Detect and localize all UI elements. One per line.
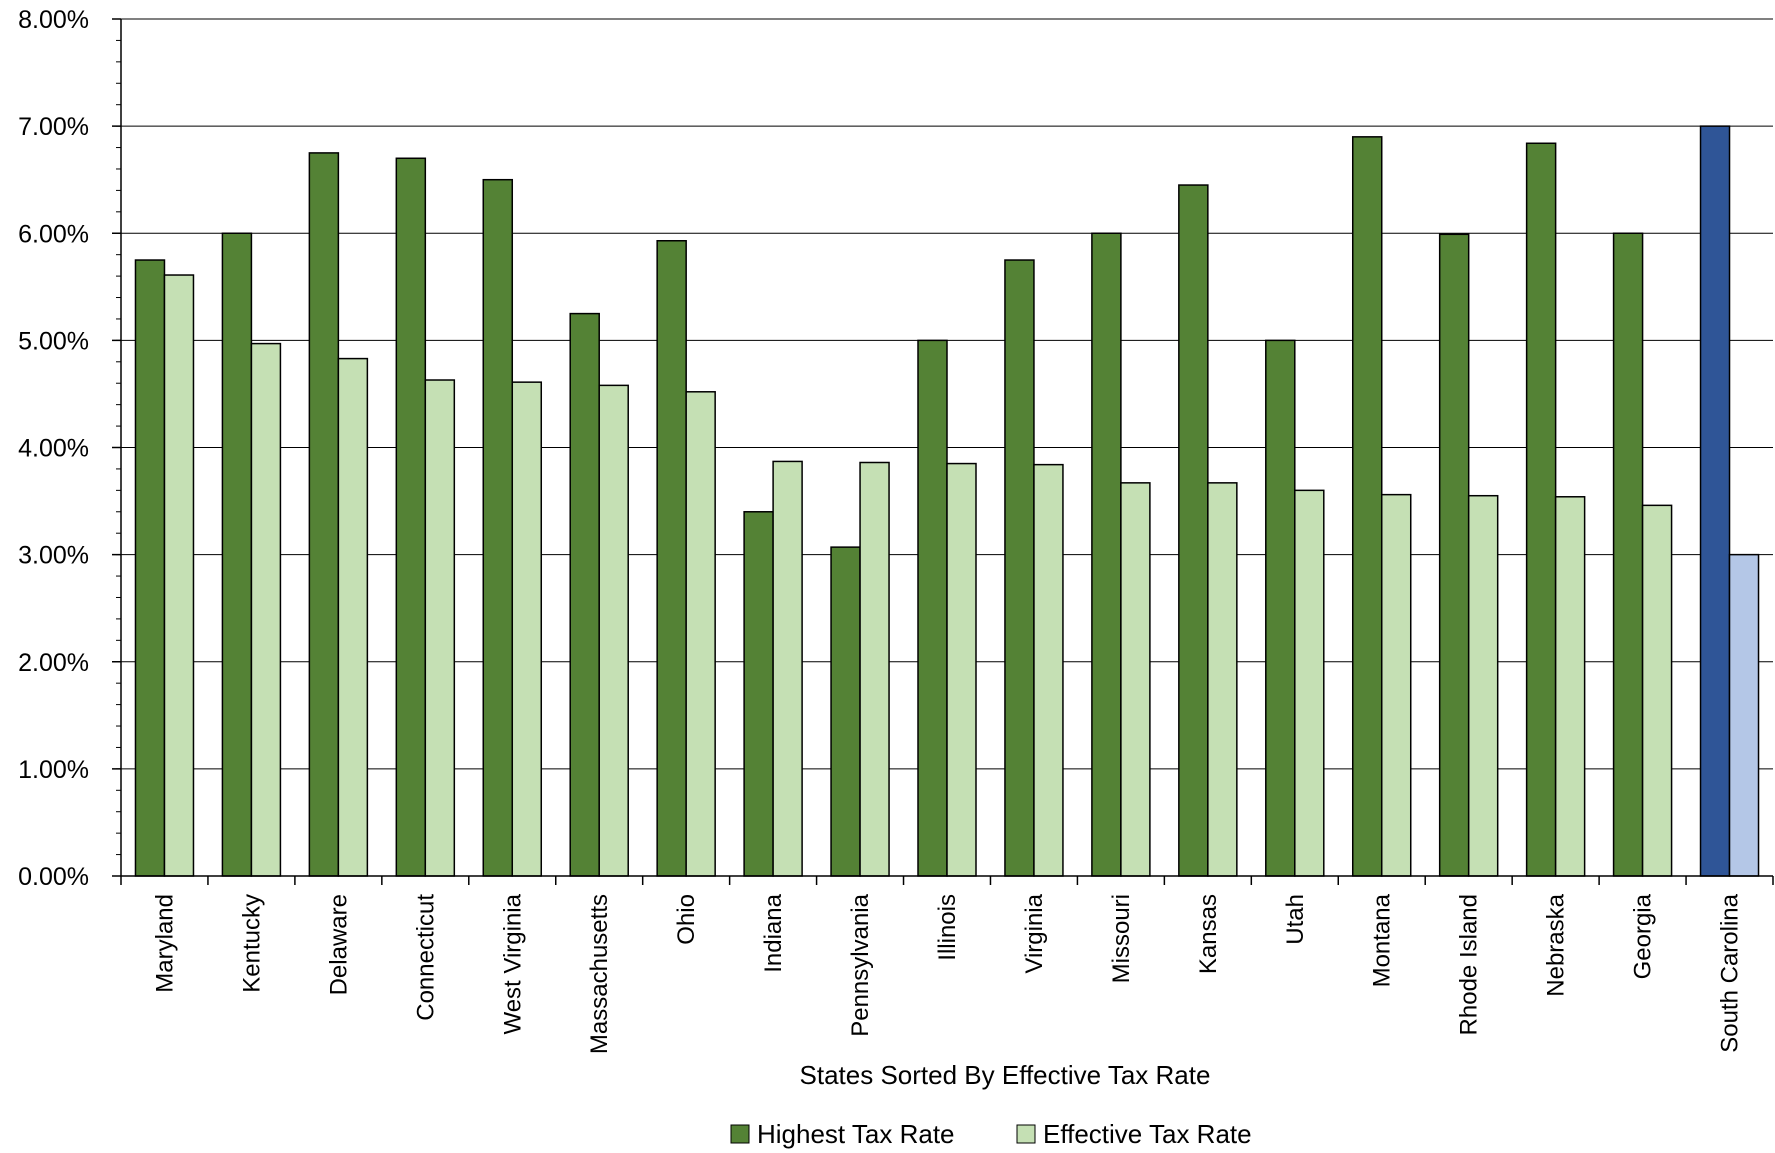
y-tick-label: 5.00% (18, 327, 89, 355)
bar-effective (772, 460, 803, 877)
category-label: Utah (1282, 894, 1309, 945)
bar-highest (569, 312, 600, 877)
bar-effective (424, 379, 456, 877)
y-tick-label: 7.00% (18, 113, 89, 141)
bar-highest (395, 157, 427, 877)
bar-effective (163, 274, 195, 877)
category-label: Kansas (1195, 894, 1222, 974)
legend-swatch-effective (1016, 1124, 1036, 1144)
category-labels: Maryland Kentucky Delaware Connecticut West … (151, 893, 1743, 1054)
bar-highest (1351, 136, 1383, 877)
bar-highest (1612, 232, 1644, 877)
category-label: Massachusetts (586, 894, 613, 1054)
bar-effective (946, 462, 977, 877)
y-tick-label: 4.00% (18, 435, 89, 463)
axes (112, 18, 1774, 885)
category-label: Pennsylvania (847, 893, 874, 1036)
legend-label-highest: Highest Tax Rate (757, 1119, 955, 1149)
bar-highest (134, 259, 166, 877)
bar-effective (1207, 482, 1238, 877)
bar-effective (685, 391, 716, 877)
y-tick-labels: 0.00% 1.00% 2.00% 3.00% 4.00% 5.00% 6.00% 7.00%… (18, 6, 89, 891)
x-axis-title: States Sorted By Effective Tax Rate (800, 1060, 1211, 1090)
bars (134, 125, 1760, 877)
legend-swatch-highest (730, 1124, 750, 1144)
bar-highest (482, 178, 514, 877)
bar-highest (1178, 184, 1209, 877)
bar-effective (511, 381, 543, 877)
category-label: Ohio (673, 894, 700, 945)
bar-highest (743, 511, 774, 877)
category-label: Indiana (760, 893, 787, 972)
bar-effective (1380, 493, 1412, 877)
bar-highest (1525, 142, 1557, 877)
bar-highest (917, 339, 948, 877)
category-label: West Virginia (499, 893, 526, 1034)
category-label: Montana (1369, 893, 1396, 987)
bar-effective (1294, 489, 1325, 877)
category-label: Georgia (1630, 893, 1657, 979)
y-tick-label: 6.00% (18, 220, 89, 248)
bar-highest (1004, 259, 1035, 877)
bar-highest (308, 152, 340, 877)
legend-label-effective: Effective Tax Rate (1043, 1119, 1252, 1149)
category-label: Connecticut (412, 894, 439, 1021)
bar-highest (1699, 125, 1731, 877)
bar-effective (1033, 463, 1064, 877)
y-tick-label: 0.00% (18, 863, 89, 891)
bar-effective (1467, 494, 1499, 877)
y-tick-label: 3.00% (18, 542, 89, 570)
category-label: Virginia (1021, 893, 1048, 973)
category-label: South Carolina (1717, 893, 1744, 1052)
y-tick-label: 2.00% (18, 649, 89, 677)
legend: Highest Tax Rate Effective Tax Rate (730, 1119, 1252, 1149)
category-label: Nebraska (1543, 893, 1570, 996)
category-label: Illinois (934, 894, 961, 961)
bar-effective (1728, 553, 1760, 877)
category-label: Kentucky (238, 894, 265, 993)
bar-highest (1091, 232, 1122, 877)
bar-highest (830, 546, 861, 877)
bar-effective (598, 384, 629, 877)
bar-effective (1641, 504, 1673, 877)
category-label: Rhode Island (1456, 894, 1483, 1035)
bar-highest (1265, 339, 1296, 877)
bar-effective (1120, 482, 1151, 877)
bar-highest (1438, 233, 1470, 877)
bar-highest (221, 232, 253, 877)
y-tick-label: 1.00% (18, 756, 89, 784)
category-label: Maryland (151, 894, 178, 993)
bar-effective (859, 461, 890, 877)
category-label: Missouri (1108, 894, 1135, 983)
bar-highest (656, 239, 687, 877)
y-tick-label: 8.00% (18, 6, 89, 34)
category-label: Delaware (325, 894, 352, 995)
bar-effective (1554, 496, 1586, 877)
bar-effective (250, 342, 282, 877)
bar-effective (337, 357, 369, 877)
